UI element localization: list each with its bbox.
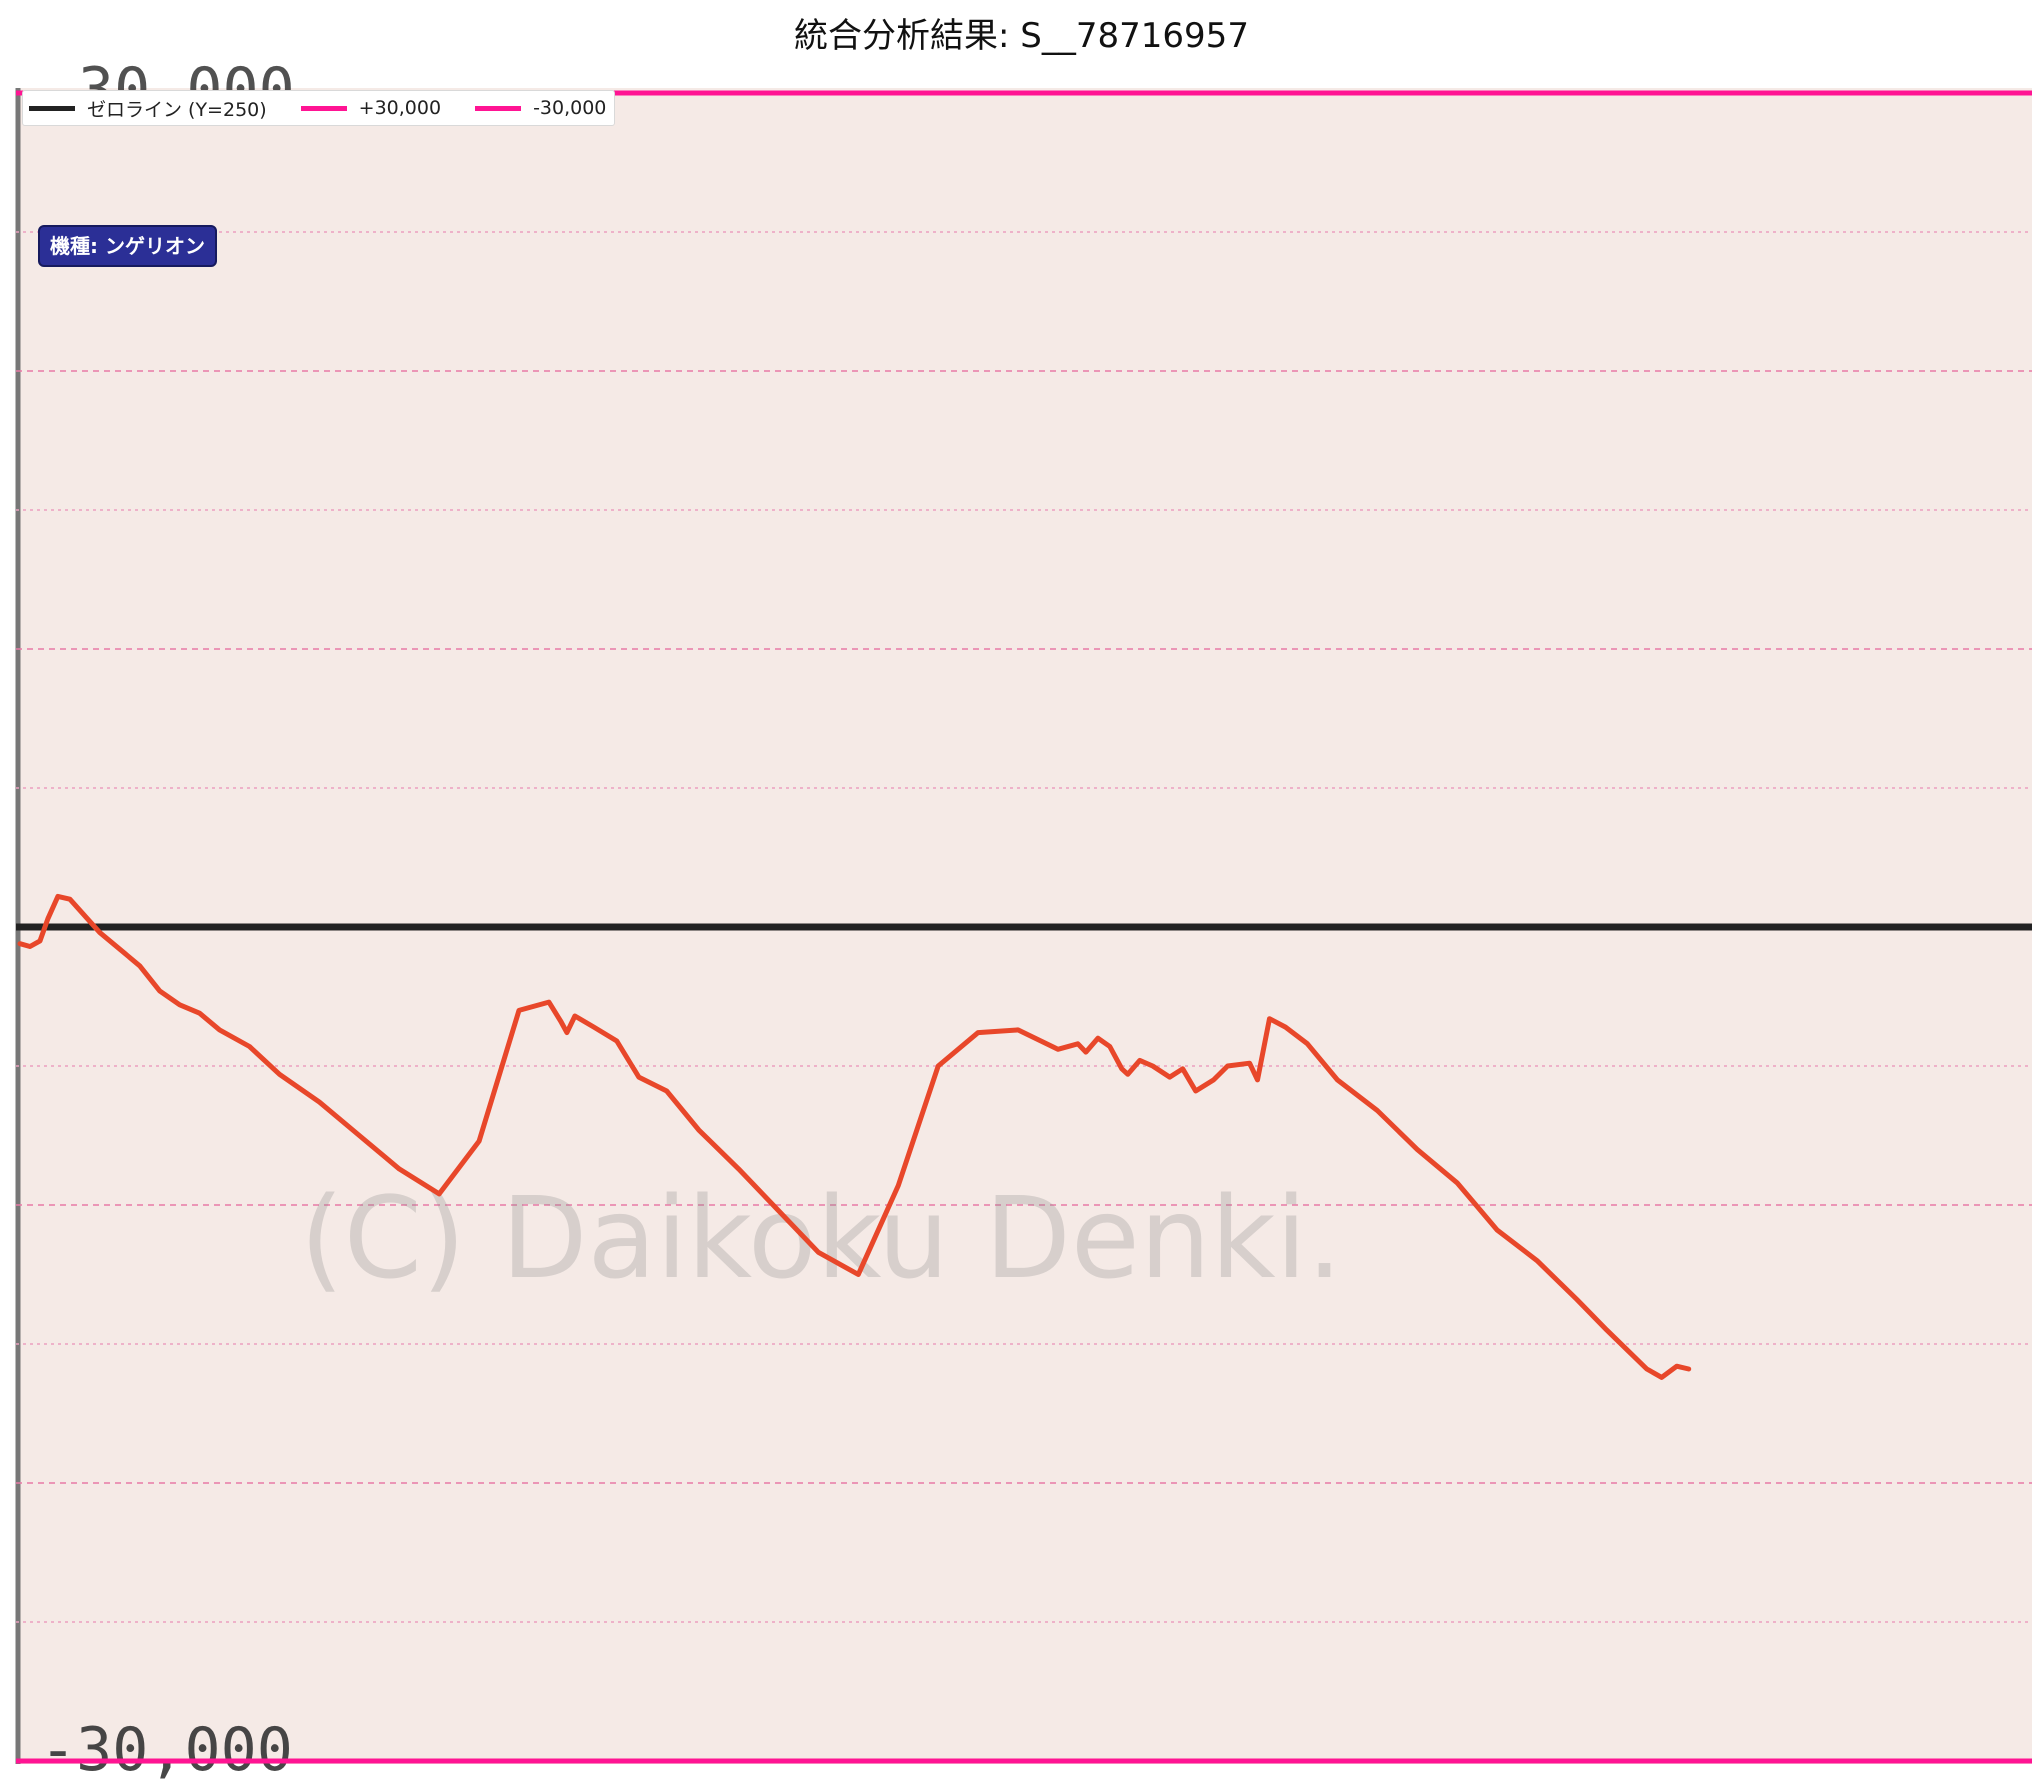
legend-swatch [300,105,347,111]
legend-item-upper-limit: +30,000 [300,97,442,119]
chart-title: 統合分析結果: S__78716957 [794,16,1249,56]
chart-legend: ゼロライン (Y=250) +30,000 -30,000 [22,90,616,126]
machine-type-badge: 機種: ンゲリオン [38,225,217,267]
series-lines [17,893,1692,1380]
legend-swatch [29,105,75,111]
bottom-y-label: -30,000 [40,1715,293,1784]
legend-label: -30,000 [533,97,607,119]
grid-lines [16,231,2032,1623]
legend-swatch [475,105,522,111]
legend-label: ゼロライン (Y=250) [87,98,267,121]
legend-item-lower-limit: -30,000 [475,97,606,119]
series-line [17,893,1692,1380]
watermark-text: (C) Daikoku Denki. [300,1174,1342,1304]
legend-label: +30,000 [358,97,442,119]
legend-item-zero-line: ゼロライン (Y=250) [29,95,267,122]
